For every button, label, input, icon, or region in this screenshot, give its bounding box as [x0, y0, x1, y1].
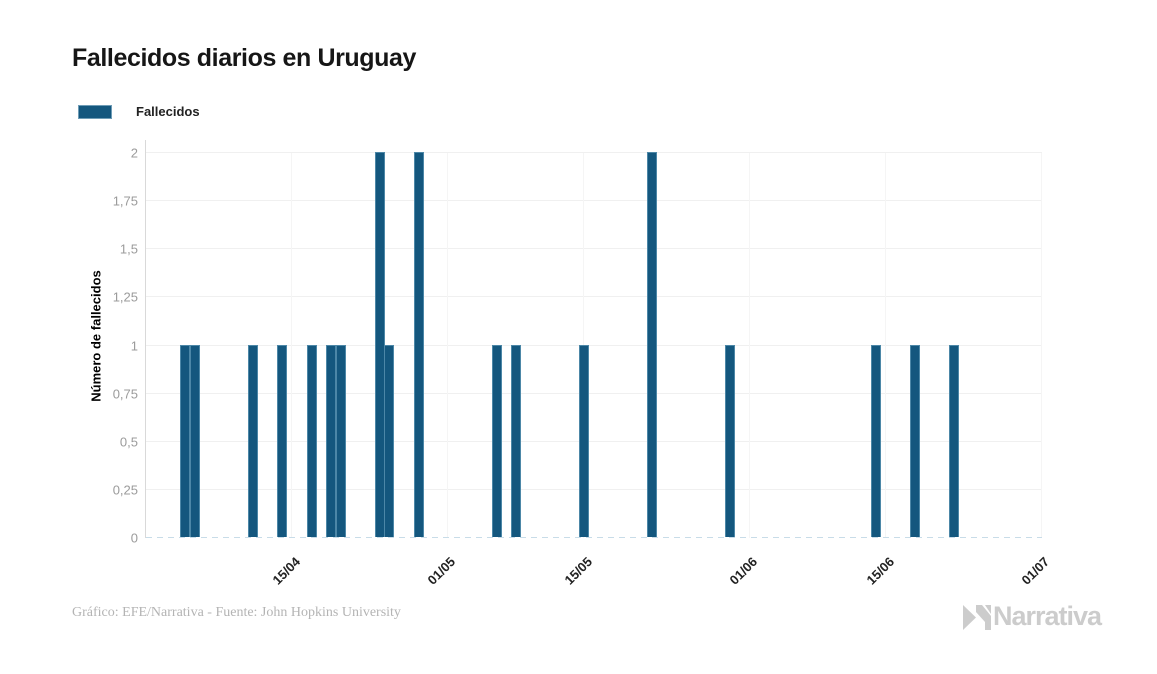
hgrid-line — [146, 200, 1042, 202]
y-tick-label: 1,25 — [112, 289, 138, 305]
bar[interactable] — [277, 344, 288, 537]
vgrid-line — [1041, 153, 1042, 538]
branding-name: Narrativa — [993, 601, 1102, 631]
x-tick-label: 15/05 — [561, 554, 595, 588]
legend-swatch-icon — [78, 104, 112, 119]
bar[interactable] — [326, 344, 337, 537]
hgrid-line — [146, 152, 1042, 153]
bar[interactable] — [248, 344, 259, 537]
bar[interactable] — [179, 344, 190, 537]
hgrid-line — [146, 488, 1042, 490]
plot-area — [145, 140, 1042, 538]
vgrid-line — [748, 153, 750, 538]
hgrid-line — [146, 248, 1042, 250]
bar[interactable] — [335, 344, 346, 537]
hgrid-line — [146, 440, 1042, 442]
y-tick-label: 1 — [130, 338, 138, 353]
hgrid-line — [146, 392, 1042, 394]
vgrid-line — [446, 153, 448, 538]
bar[interactable] — [871, 344, 882, 537]
branding: Narrativa — [962, 601, 1102, 632]
bar[interactable] — [647, 152, 658, 537]
y-tick-label: 0,25 — [112, 482, 138, 498]
y-tick-label: 1,75 — [112, 193, 138, 209]
y-tick-label: 2 — [130, 145, 138, 161]
zero-baseline — [146, 537, 1042, 538]
source-credit: Gráfico: EFE/Narrativa - Fuente: John Ho… — [72, 605, 401, 620]
bar[interactable] — [384, 344, 395, 537]
bar[interactable] — [949, 344, 960, 537]
x-tick-label: 01/07 — [1018, 554, 1053, 588]
bar[interactable] — [374, 152, 385, 537]
y-tick-label: 0,75 — [112, 386, 138, 402]
y-tick-label: 1,5 — [119, 241, 138, 257]
legend-label: Fallecidos — [136, 104, 200, 119]
hgrid-line — [146, 296, 1042, 298]
bar[interactable] — [491, 344, 502, 537]
bar[interactable] — [579, 344, 590, 537]
x-tick-label: 15/06 — [863, 554, 897, 588]
y-tick-label: 0 — [130, 530, 138, 546]
x-tick-label: 01/06 — [726, 554, 761, 588]
bar[interactable] — [413, 152, 424, 537]
vgrid-line — [885, 153, 887, 538]
bar[interactable] — [189, 344, 200, 537]
narrativa-logo-icon — [963, 604, 991, 630]
y-axis-line — [145, 140, 146, 538]
bar[interactable] — [725, 344, 736, 537]
x-axis-tick-labels: 15/04 01/05 15/05 01/06 15/06 01/07 — [146, 549, 1053, 599]
y-tick-label: 0,5 — [119, 434, 138, 450]
page-title: Fallecidos diarios en Uruguay — [72, 44, 417, 72]
vgrid-line — [291, 153, 293, 538]
bar[interactable] — [910, 344, 921, 537]
bar[interactable] — [511, 344, 522, 537]
hgrid-line — [146, 344, 1042, 346]
x-tick-label: 01/05 — [424, 554, 459, 588]
y-axis-tick-labels: 0 0,25 0,5 0,75 1 1,25 1,5 1,75 2 — [0, 146, 138, 546]
legend-item-fallecidos[interactable]: Fallecidos — [78, 104, 200, 119]
bar[interactable] — [306, 344, 317, 537]
x-tick-label: 15/04 — [269, 554, 303, 588]
